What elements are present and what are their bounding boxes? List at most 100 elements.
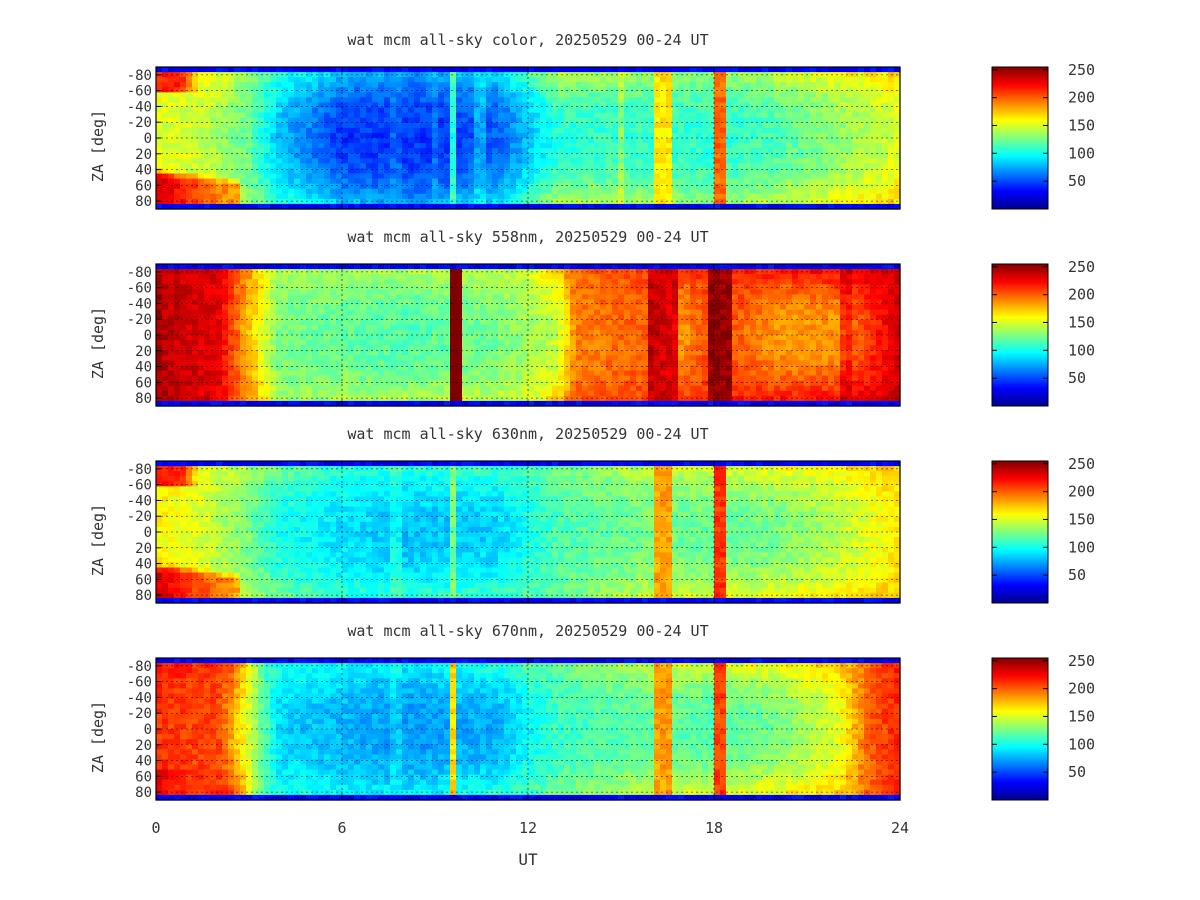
heatmap-cell xyxy=(690,123,697,129)
heatmap-cell xyxy=(366,138,373,144)
heatmap-cell xyxy=(348,189,355,195)
heatmap-cell xyxy=(222,128,229,134)
heatmap-cell xyxy=(384,128,391,134)
heatmap-cell xyxy=(582,82,589,88)
heatmap-cell xyxy=(654,118,661,124)
heatmap-cell xyxy=(558,87,565,93)
heatmap-cell xyxy=(186,103,193,109)
heatmap-cell xyxy=(510,108,517,114)
heatmap-cell xyxy=(198,103,205,109)
heatmap-cell xyxy=(318,168,325,174)
heatmap-cell xyxy=(714,123,721,129)
heatmap-cell xyxy=(384,123,391,129)
heatmap-cell xyxy=(330,133,337,139)
heatmap-cell xyxy=(396,67,403,73)
heatmap-cell xyxy=(522,163,529,169)
heatmap-cell xyxy=(612,77,619,83)
heatmap-cell xyxy=(612,118,619,124)
heatmap-cell xyxy=(558,108,565,114)
heatmap-cell xyxy=(288,179,295,185)
heatmap-cell xyxy=(270,199,277,205)
heatmap-cell xyxy=(270,189,277,195)
heatmap-cell xyxy=(516,174,523,180)
heatmap-cell xyxy=(192,128,199,134)
heatmap-cell xyxy=(318,113,325,119)
heatmap-cell xyxy=(222,77,229,83)
heatmap-cell xyxy=(384,153,391,159)
heatmap-cell xyxy=(276,148,283,154)
heatmap-cell xyxy=(720,118,727,124)
heatmap-cell xyxy=(252,77,259,83)
heatmap-cell xyxy=(630,158,637,164)
heatmap-cell xyxy=(210,158,217,164)
heatmap-cell xyxy=(606,138,613,144)
heatmap-cell xyxy=(162,113,169,119)
heatmap-cell xyxy=(192,87,199,93)
heatmap-cell xyxy=(492,153,499,159)
heatmap-cell xyxy=(606,118,613,124)
heatmap-cell xyxy=(696,133,703,139)
heatmap-cell xyxy=(678,123,685,129)
heatmap-cell xyxy=(480,179,487,185)
heatmap-cell xyxy=(456,108,463,114)
heatmap-cell xyxy=(438,153,445,159)
heatmap-cell xyxy=(390,82,397,88)
heatmap-cell xyxy=(312,82,319,88)
heatmap-cell xyxy=(528,118,535,124)
heatmap-cell xyxy=(666,138,673,144)
heatmap-cell xyxy=(180,72,187,78)
heatmap-cell xyxy=(402,158,409,164)
heatmap-cell xyxy=(534,97,541,103)
heatmap-cell xyxy=(516,77,523,83)
heatmap-cell xyxy=(618,153,625,159)
heatmap-cell xyxy=(582,163,589,169)
heatmap-cell xyxy=(576,123,583,129)
heatmap-cell xyxy=(348,97,355,103)
heatmap-cell xyxy=(474,67,481,73)
heatmap-cell xyxy=(630,108,637,114)
heatmap-cell xyxy=(258,153,265,159)
heatmap-cell xyxy=(408,174,415,180)
heatmap-cell xyxy=(588,77,595,83)
heatmap-cell xyxy=(468,77,475,83)
heatmap-cell xyxy=(636,97,643,103)
heatmap-cell xyxy=(630,133,637,139)
heatmap-cell xyxy=(396,103,403,109)
heatmap-cell xyxy=(552,118,559,124)
heatmap-cell xyxy=(354,133,361,139)
heatmap-cell xyxy=(258,168,265,174)
heatmap-cell xyxy=(186,118,193,124)
heatmap-cell xyxy=(720,189,727,195)
heatmap-cell xyxy=(546,123,553,129)
heatmap-cell xyxy=(522,174,529,180)
heatmap-cell xyxy=(390,148,397,154)
heatmap-cell xyxy=(288,118,295,124)
heatmap-cell xyxy=(468,189,475,195)
heatmap-cell xyxy=(234,118,241,124)
heatmap-cell xyxy=(168,113,175,119)
heatmap-cell xyxy=(360,118,367,124)
heatmap-cell xyxy=(306,158,313,164)
heatmap-cell xyxy=(444,82,451,88)
heatmap-cell xyxy=(618,179,625,185)
heatmap-cell xyxy=(576,103,583,109)
heatmap-cell xyxy=(540,184,547,190)
heatmap-cell xyxy=(558,113,565,119)
heatmap-cell xyxy=(408,103,415,109)
heatmap-cell xyxy=(432,184,439,190)
heatmap-cell xyxy=(246,133,253,139)
heatmap-cell xyxy=(264,77,271,83)
heatmap-cell xyxy=(282,87,289,93)
heatmap-cell xyxy=(474,148,481,154)
heatmap-cell xyxy=(174,118,181,124)
heatmap-cell xyxy=(204,128,211,134)
heatmap-cell xyxy=(216,179,223,185)
heatmap-cell xyxy=(474,163,481,169)
heatmap-cell xyxy=(582,118,589,124)
heatmap-cell xyxy=(708,97,715,103)
heatmap-cell xyxy=(522,168,529,174)
heatmap-cell xyxy=(558,103,565,109)
heatmap-cell xyxy=(276,108,283,114)
heatmap-cell xyxy=(222,189,229,195)
heatmap-cell xyxy=(438,133,445,139)
